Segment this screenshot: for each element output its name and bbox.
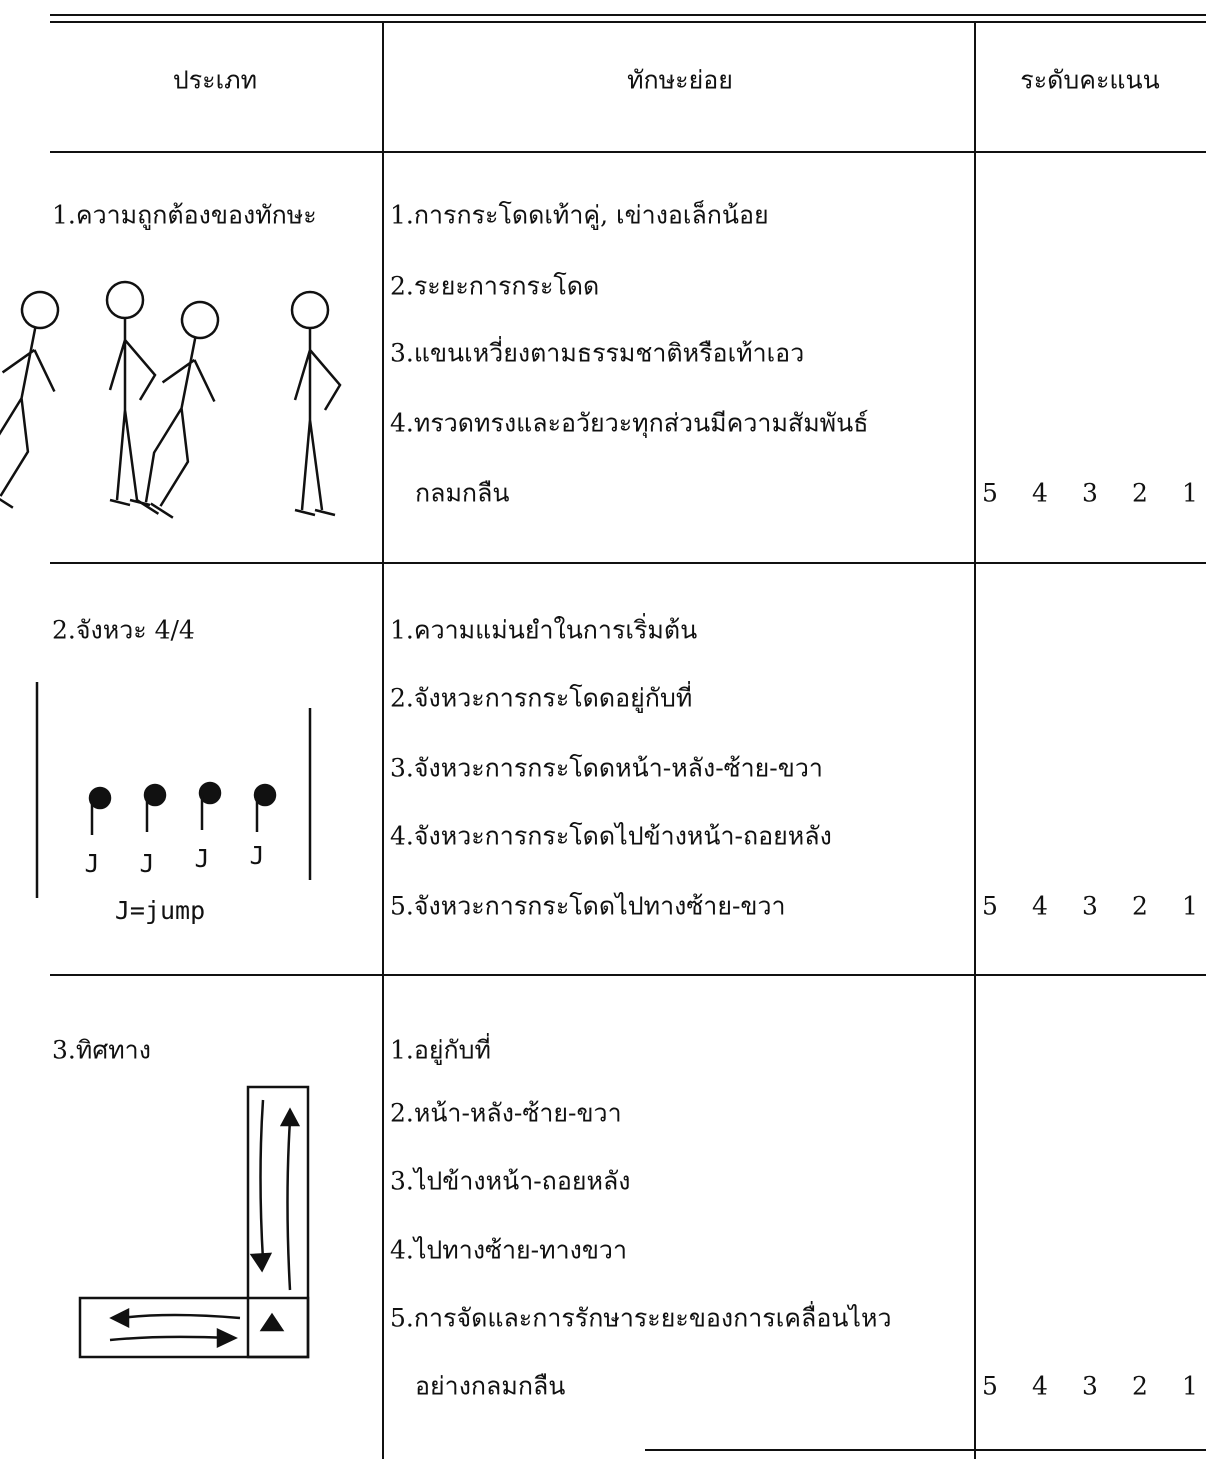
sub-skill: 4.ไปทางซ้าย-ทางขวา <box>390 1236 627 1265</box>
table-rules <box>50 14 1206 1459</box>
note-legend: J=jump <box>115 896 205 925</box>
sub-skill: 1.อยู่กับที่ <box>390 1033 491 1066</box>
score: 1 <box>1182 1372 1198 1401</box>
score: 4 <box>1032 479 1048 508</box>
sub-skill: 2.จังหวะการกระโดดอยู่กับที่ <box>390 681 692 714</box>
score: 5 <box>982 892 998 921</box>
score: 3 <box>1082 892 1098 921</box>
sub-skill: 4.ทรวดทรงและอวัยวะทุกส่วนมีความสัมพันธ์ <box>390 409 869 439</box>
category: 1.ความถูกต้องของทักษะ <box>52 201 317 231</box>
sub-skill: 2.หน้า-หลัง-ซ้าย-ขวา <box>390 1099 622 1128</box>
header-cell: ทักษะย่อย <box>627 66 733 95</box>
header-cell: ประเภท <box>173 66 257 95</box>
sub-skill: 5.การจัดและการรักษาระยะของการเคลื่อนไหว <box>390 1301 892 1333</box>
category: 2.จังหวะ 4/4 <box>52 616 195 645</box>
score: 4 <box>1032 1372 1048 1401</box>
score: 2 <box>1132 1372 1148 1401</box>
note-label: J <box>84 849 99 878</box>
sub-skill: 2.ระยะการกระโดด <box>390 272 599 301</box>
score: 3 <box>1082 1372 1098 1401</box>
rhythm-figure <box>35 682 312 898</box>
note-label: J <box>249 841 264 870</box>
score: 2 <box>1132 479 1148 508</box>
direction-figure <box>78 1085 310 1359</box>
sub-skill: 4.จังหวะการกระโดดไปข้างหน้า-ถอยหลัง <box>390 822 832 851</box>
score: 1 <box>1182 892 1198 921</box>
sub-skill: 1.การกระโดดเท้าคู่, เข่างอเล็กน้อย <box>390 200 769 231</box>
sub-skill: 3.จังหวะการกระโดดหน้า-หลัง-ซ้าย-ขวา <box>390 754 823 783</box>
category: 3.ทิศทาง <box>52 1036 151 1065</box>
sub-skill: 1.ความแม่นยำในการเริ่มต้น <box>390 613 697 645</box>
score: 5 <box>982 1372 998 1401</box>
score: 3 <box>1082 479 1098 508</box>
header-cell: ระดับคะแนน <box>1020 66 1159 95</box>
note-label: J <box>194 844 209 873</box>
sub-skill: 3.แขนเหวี่ยงตามธรรมชาติหรือเท้าเอว <box>390 336 804 368</box>
score: 2 <box>1132 892 1148 921</box>
sub-skill: 5.จังหวะการกระโดดไปทางซ้าย-ขวา <box>390 892 786 921</box>
score: 5 <box>982 479 998 508</box>
score: 1 <box>1182 479 1198 508</box>
sub-skill: 3.ไปข้างหน้า-ถอยหลัง <box>390 1167 631 1196</box>
sub-skill: อย่างกลมกลืน <box>415 1372 565 1401</box>
score: 4 <box>1032 892 1048 921</box>
sub-skill: กลมกลืน <box>415 479 509 508</box>
note-label: J <box>139 849 154 878</box>
jumping-figures <box>0 280 342 519</box>
